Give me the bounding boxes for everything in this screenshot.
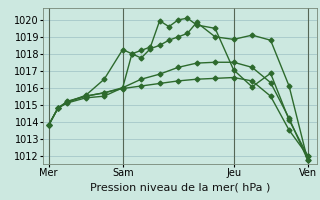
- X-axis label: Pression niveau de la mer( hPa ): Pression niveau de la mer( hPa ): [90, 182, 270, 192]
